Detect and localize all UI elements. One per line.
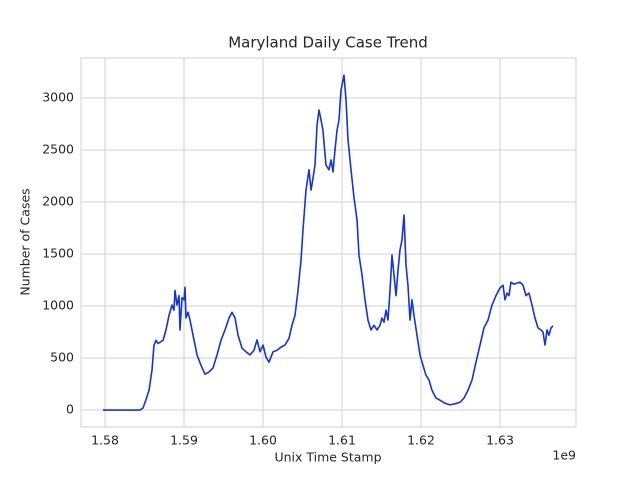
x-tick-label: 1.59 <box>170 433 198 448</box>
x-offset-label: 1e9 <box>552 448 576 463</box>
x-tick-label: 1.63 <box>486 433 514 448</box>
y-tick-label: 0 <box>66 402 74 417</box>
plot-frame <box>80 57 577 428</box>
x-tick-label: 1.62 <box>407 433 435 448</box>
data-line <box>103 74 554 411</box>
x-tick-label: 1.61 <box>328 433 356 448</box>
x-tick-label: 1.60 <box>249 433 277 448</box>
y-tick-label: 1000 <box>42 298 74 313</box>
x-axis-label: Unix Time Stamp <box>274 450 381 465</box>
y-tick-label: 2000 <box>42 194 74 209</box>
chart-title: Maryland Daily Case Trend <box>228 34 428 52</box>
y-tick-label: 1500 <box>42 246 74 261</box>
y-tick-label: 3000 <box>42 90 74 105</box>
y-tick-label: 2500 <box>42 142 74 157</box>
grid <box>81 58 576 427</box>
x-tick-label: 1.58 <box>91 433 119 448</box>
y-tick-label: 500 <box>50 350 74 365</box>
y-axis-label: Number of Cases <box>18 188 33 295</box>
